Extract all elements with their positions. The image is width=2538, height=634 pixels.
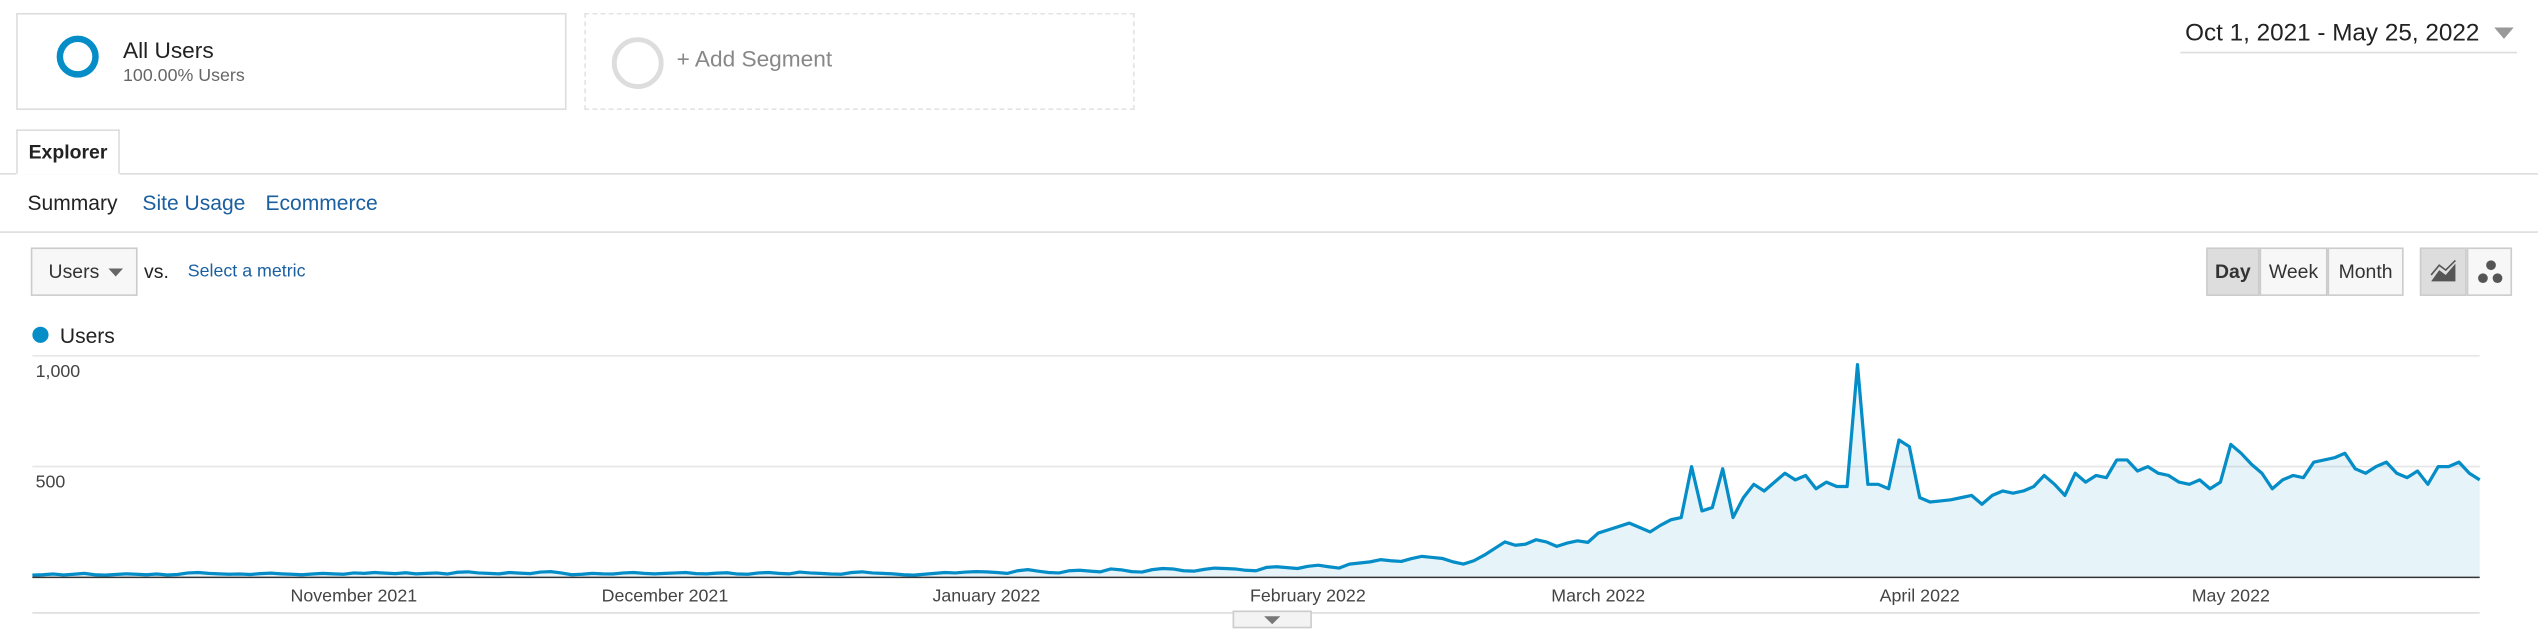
motion-chart-toggle[interactable] [2466, 247, 2513, 296]
chart: Users 500 1,000 November 2021 December 2021 J… [32, 325, 2481, 629]
dropdown-arrow [108, 268, 124, 277]
explorer-tab[interactable]: Explorer [16, 129, 120, 175]
metric-select[interactable]: Users [30, 247, 138, 296]
legend-marker [32, 326, 49, 343]
x-tick-label: November 2021 [291, 586, 418, 606]
select-metric[interactable]: Select a metric [187, 262, 306, 282]
x-tick-label: February 2022 [1250, 586, 1366, 606]
granularity-button[interactable]: Week [2259, 247, 2328, 296]
add-segment[interactable]: + Add Segment [584, 12, 1135, 110]
x-tick-label: December 2021 [602, 586, 729, 606]
x-tick-label: March 2022 [1551, 586, 1645, 606]
tab-rule [0, 173, 2538, 175]
legend-label: Users [60, 325, 115, 348]
date-range-text: Oct 1, 2021 - May 25, 2022 [2185, 19, 2480, 47]
add-segment-label: + Add Segment [676, 45, 833, 72]
y-tick-label: 500 [36, 472, 66, 492]
subtab[interactable]: Summary [27, 190, 118, 216]
add-icon [611, 37, 664, 89]
dropdown-arrow [2494, 27, 2514, 39]
granularity-button[interactable]: Day [2206, 247, 2260, 296]
segment-name: All Users [123, 37, 214, 64]
expand-arrow [1264, 616, 1281, 625]
subtab[interactable]: Site Usage [142, 190, 246, 216]
area [32, 364, 2480, 578]
segment-icon [56, 35, 99, 78]
subtab-rule [0, 231, 2538, 233]
line-chart-toggle[interactable] [2419, 247, 2467, 296]
x-tick-label: May 2022 [2192, 586, 2270, 606]
vs-label: vs. [144, 260, 169, 284]
line [32, 363, 2481, 577]
subtab[interactable]: Ecommerce [265, 190, 378, 216]
segment-card[interactable]: All Users 100.00% Users [16, 12, 567, 110]
x-tick-label: April 2022 [1880, 586, 1960, 606]
metric-label: Users [48, 260, 100, 284]
date-range[interactable]: Oct 1, 2021 - May 25, 2022 [2180, 16, 2517, 54]
bubble-icon [2478, 260, 2503, 284]
y-tick-label: 1,000 [36, 361, 81, 381]
segment-detail: 100.00% Users [123, 66, 245, 86]
granularity-button[interactable]: Month [2327, 247, 2404, 296]
line-icon [2429, 259, 2456, 282]
x-tick-label: January 2022 [933, 586, 1041, 606]
